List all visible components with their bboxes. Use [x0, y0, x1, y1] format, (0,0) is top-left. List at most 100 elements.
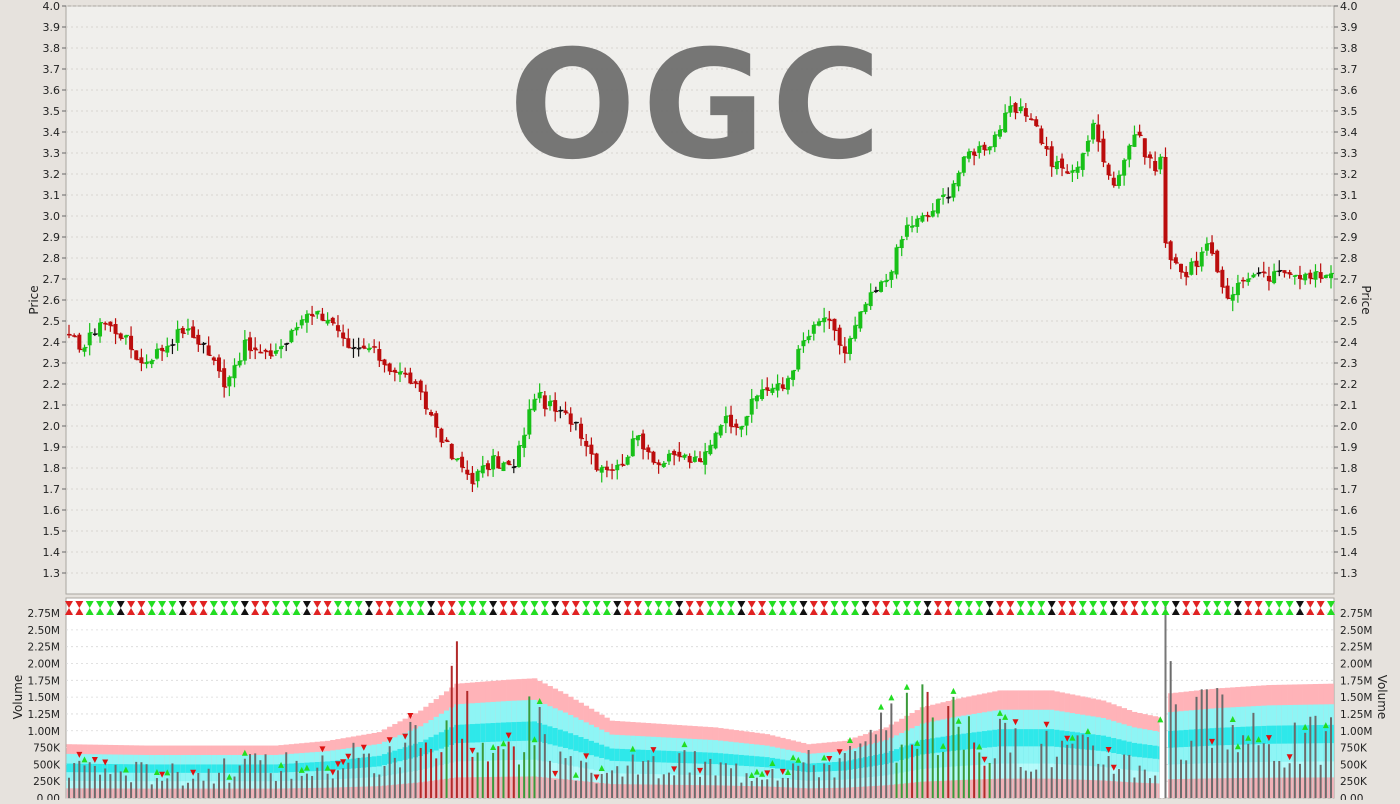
volume-down-marker: [76, 751, 83, 758]
volume-down-marker: [402, 733, 409, 740]
signal-up-tick: [716, 608, 725, 615]
volume-bar: [517, 764, 520, 798]
signal-up-tick: [1047, 608, 1056, 615]
candle-body: [853, 325, 858, 339]
volume-bar: [1061, 740, 1064, 798]
candle-body: [1189, 261, 1194, 275]
candle-body: [630, 438, 635, 457]
candle-body: [1075, 167, 1080, 173]
volume-up-marker: [748, 771, 755, 778]
volume-bar: [1231, 725, 1234, 798]
candle-body: [1142, 138, 1147, 158]
volume-down-marker: [319, 746, 326, 753]
candle-body: [1096, 124, 1101, 142]
volume-bar: [673, 775, 676, 798]
volume-bar: [538, 707, 541, 798]
volume-axis-right: 0.00 250K 500K 750K 1.00M 1.25M 1.50M 1.75M 2.00…: [1340, 608, 1372, 804]
volume-bar: [880, 712, 883, 798]
volume-down-marker: [764, 770, 771, 777]
signal-up-tick: [499, 608, 508, 615]
volume-bar: [817, 777, 820, 798]
volume-bar: [905, 692, 908, 798]
signal-down-tick: [1202, 601, 1211, 608]
candle-body: [366, 348, 371, 351]
candle-body: [403, 372, 408, 375]
signal-down-tick: [251, 601, 260, 608]
volume-bar: [362, 753, 365, 798]
signal-up-tick: [727, 608, 736, 615]
volume-tick-label: 2.75M: [28, 608, 60, 620]
signal-up-tick: [1089, 608, 1098, 615]
price-tick-label: 1.7: [43, 483, 61, 496]
candle-body: [149, 360, 154, 365]
volume-bar: [502, 749, 505, 798]
candle-body: [377, 349, 382, 361]
signal-down-tick: [178, 601, 187, 608]
price-tick-label: 1.5: [1340, 525, 1358, 538]
volume-tick-label: 1.25M: [28, 709, 60, 721]
signal-up-tick: [364, 608, 373, 615]
signal-down-tick: [396, 601, 405, 608]
signal-up-tick: [1109, 608, 1118, 615]
candle-body: [144, 362, 149, 365]
volume-bar: [766, 779, 769, 798]
signal-up-tick: [85, 608, 94, 615]
candle-body: [785, 378, 790, 390]
signal-up-tick: [116, 608, 125, 615]
signal-up-tick: [747, 608, 756, 615]
price-tick-label: 1.9: [43, 441, 61, 454]
volume-bar: [486, 761, 489, 798]
volume-bar: [885, 730, 888, 798]
signal-down-tick: [292, 601, 301, 608]
volume-bar: [854, 751, 857, 798]
candle-body: [956, 172, 961, 187]
volume-tick-label: 2.25M: [1340, 642, 1372, 654]
volume-bar: [595, 783, 598, 798]
price-tick-label: 2.0: [1340, 420, 1358, 433]
volume-up-marker: [536, 698, 543, 705]
volume-bar: [1293, 722, 1296, 798]
volume-bar: [492, 752, 495, 798]
price-tick-label: 3.6: [43, 84, 61, 97]
signal-up-tick: [199, 608, 208, 615]
volume-bar: [1024, 770, 1027, 798]
signal-up-tick: [406, 608, 415, 615]
volume-bar: [135, 761, 138, 798]
volume-bar: [947, 706, 950, 798]
signal-down-tick: [799, 601, 808, 608]
volume-up-marker: [629, 745, 636, 752]
volume-tick-label: 1.25M: [1340, 709, 1372, 721]
price-tick-label: 3.2: [1340, 168, 1358, 181]
volume-bar: [652, 756, 655, 798]
signal-up-tick: [530, 608, 539, 615]
signal-up-tick: [644, 608, 653, 615]
volume-bar: [259, 760, 262, 798]
candle-body: [925, 214, 930, 217]
volume-bar: [424, 742, 427, 798]
volume-bar: [254, 753, 257, 798]
signal-down-tick: [116, 601, 125, 608]
volume-up-marker: [298, 766, 305, 773]
candle-body: [666, 453, 671, 462]
volume-up-marker: [759, 770, 766, 777]
signal-down-tick: [1037, 601, 1046, 608]
volume-bar: [393, 757, 396, 798]
candle-body: [977, 146, 982, 153]
signal-down-tick: [468, 601, 477, 608]
candle-body: [568, 413, 573, 425]
candle-body: [1303, 274, 1308, 281]
price-tick-label: 3.9: [1340, 21, 1358, 34]
candle-body: [465, 469, 470, 475]
signal-up-tick: [1295, 608, 1304, 615]
volume-down-marker: [826, 755, 833, 762]
signal-up-tick: [654, 608, 663, 615]
volume-bar: [667, 772, 670, 798]
candle-body: [299, 319, 304, 326]
candle-body: [930, 211, 935, 217]
signal-down-tick: [913, 601, 922, 608]
candle-body: [1116, 175, 1121, 186]
signal-up-tick: [820, 608, 829, 615]
signal-up-tick: [1120, 608, 1129, 615]
candle-body: [72, 335, 77, 337]
volume-bar: [957, 726, 960, 798]
